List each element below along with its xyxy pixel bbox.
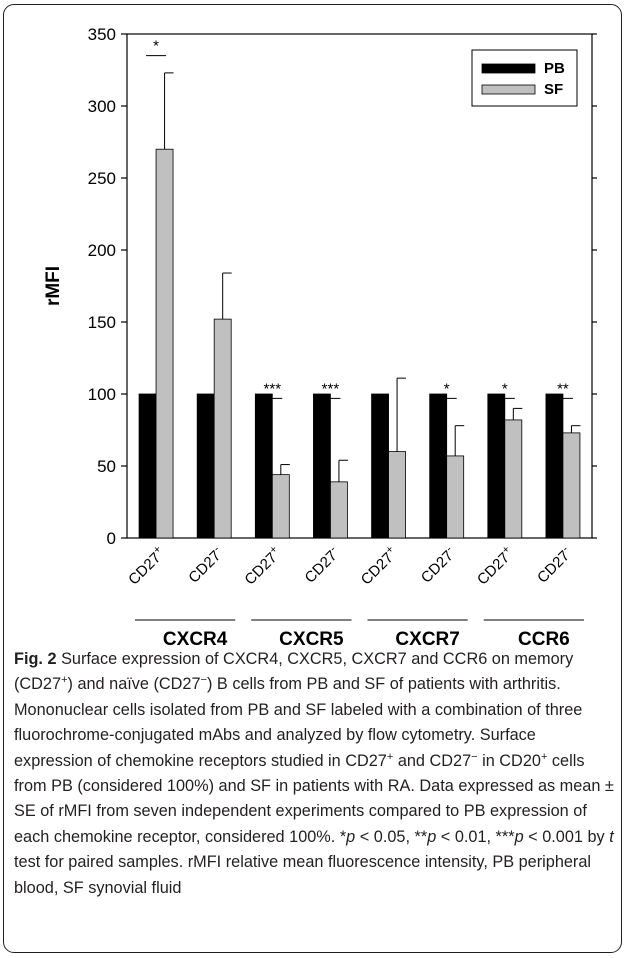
y-tick-label: 250 [88, 169, 116, 188]
y-tick-label: 200 [88, 241, 116, 260]
bar-pb [313, 394, 330, 538]
bar-sf [563, 433, 580, 538]
y-tick-label: 350 [88, 25, 116, 44]
significance-label: * [502, 380, 508, 397]
significance-label: ** [557, 380, 569, 397]
legend-swatch-pb [482, 64, 535, 73]
x-tick-label: CD27+ [356, 543, 401, 588]
y-tick-label: 0 [107, 529, 116, 548]
caption-fig-label: Fig. 2 [14, 650, 57, 668]
caption-text: Surface expression of CXCR4, CXCR5, CXCR… [14, 650, 614, 897]
bar-sf [447, 456, 464, 538]
legend-label-pb: PB [544, 60, 565, 77]
legend-swatch-sf [482, 85, 535, 94]
y-axis-label: rMFI [43, 266, 64, 306]
legend-label-sf: SF [544, 81, 563, 98]
y-tick-label: 300 [88, 97, 116, 116]
plot-frame [127, 34, 592, 538]
significance-label: *** [322, 380, 340, 397]
x-tick-label: CD27- [184, 543, 227, 586]
bar-sf [214, 319, 231, 538]
y-tick-label: 50 [97, 457, 116, 476]
bar-sf [156, 149, 173, 538]
group-label: CXCR7 [395, 629, 459, 645]
x-tick-label: CD27- [533, 543, 576, 586]
group-label: CXCR4 [163, 629, 228, 645]
bar-sf [272, 475, 289, 538]
bar-pb [546, 394, 563, 538]
group-label: CCR6 [518, 629, 570, 645]
x-tick-label: CD27- [416, 543, 459, 586]
x-tick-label: CD27- [300, 543, 343, 586]
significance-label: * [444, 380, 450, 397]
significance-label: * [153, 38, 159, 55]
significance-label: *** [264, 380, 282, 397]
bar-pb [430, 394, 447, 538]
x-tick-label: CD27+ [473, 543, 518, 588]
bar-pb [488, 394, 505, 538]
bar-sf [389, 452, 406, 538]
bar-pb [139, 394, 156, 538]
bar-pb [197, 394, 214, 538]
bar-sf [330, 482, 347, 538]
y-tick-label: 100 [88, 385, 116, 404]
x-tick-label: CD27+ [240, 543, 285, 588]
bar-pb [372, 394, 389, 538]
bar-pb [255, 394, 272, 538]
bar-sf [505, 420, 522, 538]
figure-caption: Fig. 2 Surface expression of CXCR4, CXCR… [14, 647, 614, 901]
group-label: CXCR5 [279, 629, 344, 645]
y-tick-label: 150 [88, 313, 116, 332]
x-tick-label: CD27+ [124, 543, 169, 588]
